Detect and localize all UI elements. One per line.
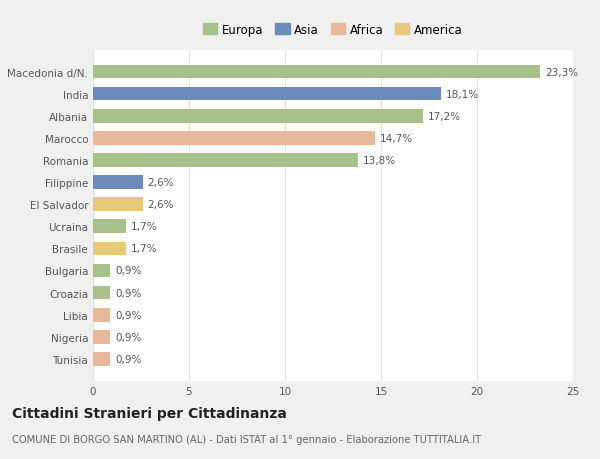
- Text: 2,6%: 2,6%: [148, 200, 174, 210]
- Text: 17,2%: 17,2%: [428, 112, 461, 122]
- Text: 0,9%: 0,9%: [115, 354, 142, 364]
- Bar: [93, 110, 423, 123]
- Text: Cittadini Stranieri per Cittadinanza: Cittadini Stranieri per Cittadinanza: [12, 406, 287, 420]
- Bar: [93, 66, 541, 79]
- Bar: [93, 264, 110, 278]
- Bar: [93, 220, 125, 234]
- Text: 0,9%: 0,9%: [115, 288, 142, 298]
- Text: COMUNE DI BORGO SAN MARTINO (AL) - Dati ISTAT al 1° gennaio - Elaborazione TUTTI: COMUNE DI BORGO SAN MARTINO (AL) - Dati …: [12, 434, 481, 444]
- Bar: [93, 352, 110, 366]
- Text: 18,1%: 18,1%: [445, 90, 478, 100]
- Legend: Europa, Asia, Africa, America: Europa, Asia, Africa, America: [199, 19, 467, 41]
- Bar: [93, 330, 110, 344]
- Bar: [93, 286, 110, 300]
- Bar: [93, 154, 358, 168]
- Text: 13,8%: 13,8%: [363, 156, 396, 166]
- Bar: [93, 308, 110, 322]
- Bar: [93, 242, 125, 256]
- Text: 23,3%: 23,3%: [545, 67, 578, 77]
- Bar: [93, 198, 143, 212]
- Text: 1,7%: 1,7%: [130, 222, 157, 232]
- Bar: [93, 88, 440, 101]
- Bar: [93, 132, 375, 146]
- Text: 0,9%: 0,9%: [115, 332, 142, 342]
- Text: 14,7%: 14,7%: [380, 134, 413, 144]
- Text: 0,9%: 0,9%: [115, 310, 142, 320]
- Text: 0,9%: 0,9%: [115, 266, 142, 276]
- Text: 2,6%: 2,6%: [148, 178, 174, 188]
- Bar: [93, 176, 143, 190]
- Text: 1,7%: 1,7%: [130, 244, 157, 254]
